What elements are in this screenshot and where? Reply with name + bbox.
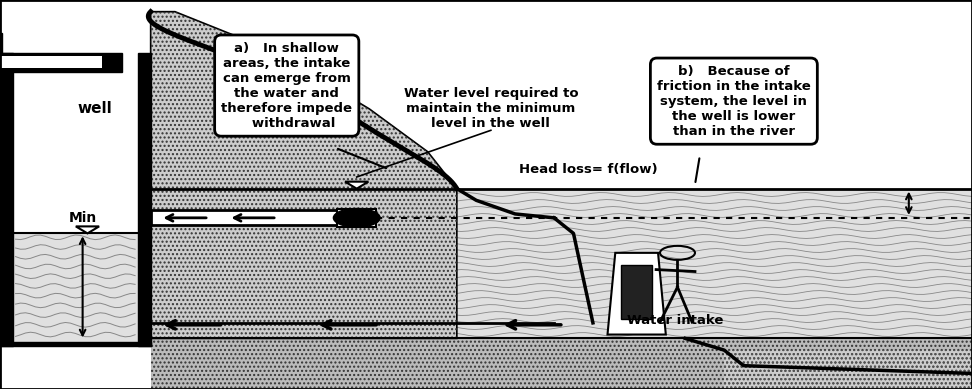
- Bar: [151, 210, 345, 225]
- Bar: [337, 209, 376, 227]
- Bar: [0, 342, 151, 346]
- Polygon shape: [151, 12, 457, 338]
- Bar: [151, 338, 972, 389]
- Text: well: well: [78, 102, 113, 116]
- Bar: [0, 33, 2, 91]
- Bar: [724, 350, 972, 389]
- Text: b)   Because of
friction in the intake
system, the level in
the well is lower
th: b) Because of friction in the intake sys…: [657, 65, 811, 138]
- Bar: [0, 56, 102, 68]
- Circle shape: [333, 209, 380, 227]
- Text: Min: Min: [68, 211, 97, 225]
- Text: a)   In shallow
areas, the intake
can emerge from
the water and
therefore impede: a) In shallow areas, the intake can emer…: [222, 42, 352, 130]
- Polygon shape: [345, 182, 368, 189]
- Text: Water level required to
maintain the minimum
level in the well: Water level required to maintain the min…: [403, 88, 578, 130]
- Bar: [151, 338, 972, 389]
- Polygon shape: [621, 265, 652, 319]
- Text: Head loss= f(flow): Head loss= f(flow): [519, 163, 657, 176]
- Polygon shape: [608, 253, 666, 335]
- Bar: [138, 53, 151, 346]
- Bar: [151, 189, 972, 338]
- Bar: [0, 53, 122, 72]
- Polygon shape: [76, 226, 99, 233]
- Text: Water intake: Water intake: [627, 314, 724, 328]
- Bar: [13, 233, 138, 342]
- Bar: [724, 350, 972, 389]
- Bar: [0, 53, 13, 346]
- Bar: [13, 53, 138, 233]
